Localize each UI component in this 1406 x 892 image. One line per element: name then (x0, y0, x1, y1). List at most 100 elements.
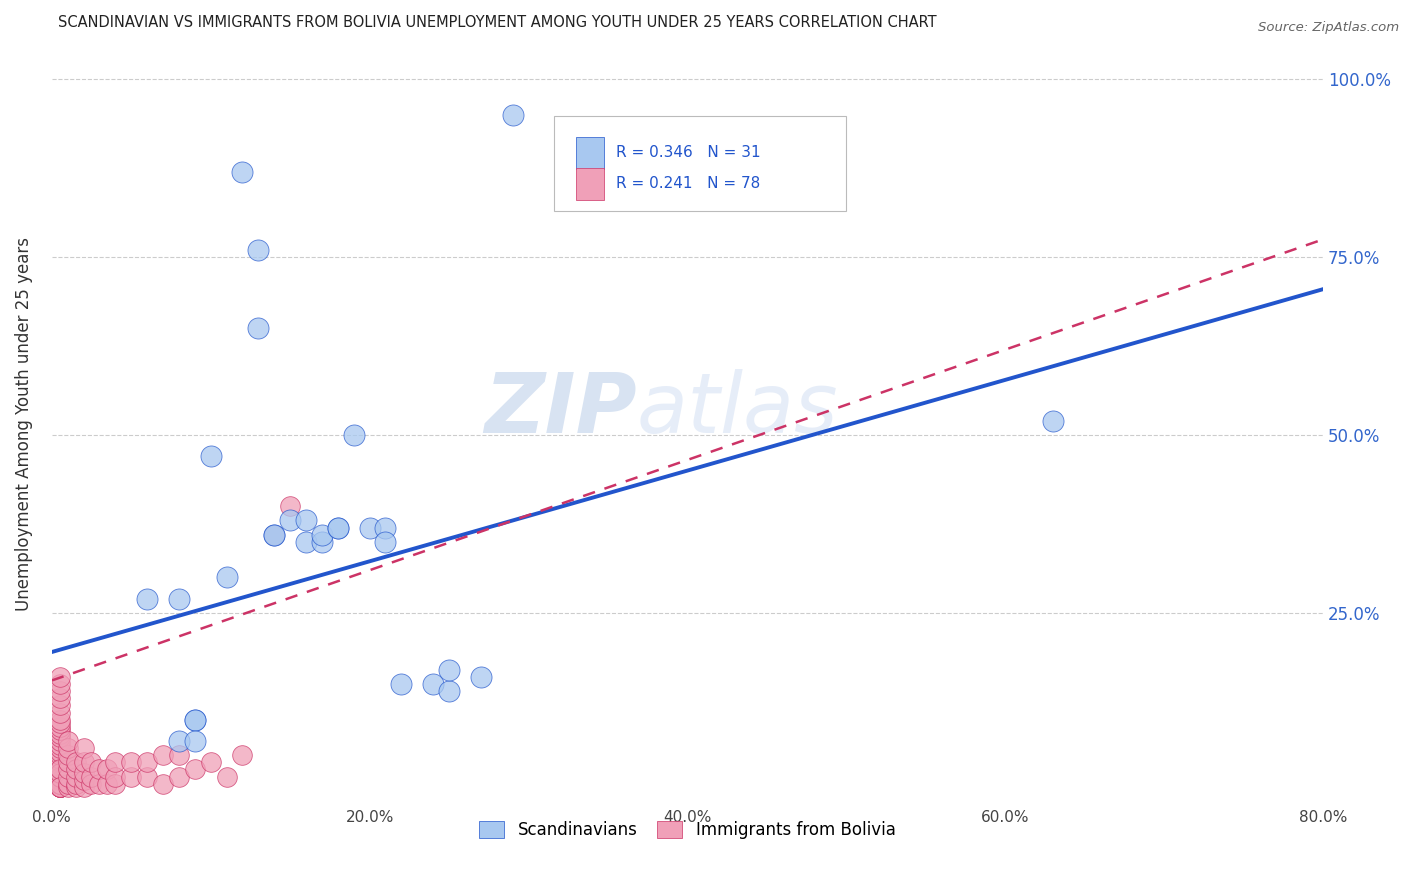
Point (72, 773, 94, 788)
Point (65, 756, 87, 770)
Point (104, 777, 127, 791)
FancyBboxPatch shape (554, 116, 846, 211)
Point (167, 734, 190, 748)
Point (263, 527, 285, 541)
Point (48, 731, 70, 745)
Point (89, 763, 111, 777)
Point (104, 770, 127, 784)
Point (72, 741, 94, 756)
Point (48, 763, 70, 777)
Point (247, 321, 270, 335)
Point (200, 756, 222, 770)
Point (48, 756, 70, 770)
Text: R = 0.241   N = 78: R = 0.241 N = 78 (616, 177, 761, 191)
Point (48, 670, 70, 684)
Point (215, 770, 238, 784)
Point (48, 713, 70, 727)
Point (184, 734, 207, 748)
Point (1042, 414, 1064, 428)
Point (167, 770, 190, 784)
Point (65, 770, 87, 784)
Point (184, 713, 207, 727)
Point (247, 243, 270, 257)
Point (231, 748, 253, 763)
Point (48, 738, 70, 752)
Point (72, 780, 94, 795)
Bar (575, 168, 603, 200)
Point (167, 591, 190, 606)
Point (263, 527, 285, 541)
Point (80, 777, 103, 791)
Point (65, 777, 87, 791)
Point (231, 165, 253, 179)
Point (48, 734, 70, 748)
Point (56, 777, 79, 791)
Text: R = 0.346   N = 31: R = 0.346 N = 31 (616, 145, 761, 160)
Point (48, 777, 70, 791)
Point (48, 752, 70, 766)
Point (48, 773, 70, 788)
Point (184, 713, 207, 727)
Point (136, 591, 159, 606)
Point (48, 691, 70, 706)
Point (136, 756, 159, 770)
Point (48, 716, 70, 731)
Point (48, 777, 70, 791)
Point (152, 777, 174, 791)
Point (359, 520, 381, 534)
Point (311, 527, 333, 541)
Point (48, 780, 70, 795)
Point (56, 748, 79, 763)
Point (437, 684, 460, 698)
Point (48, 677, 70, 691)
Point (96, 763, 118, 777)
Point (422, 677, 444, 691)
Point (48, 780, 70, 795)
Point (326, 520, 349, 534)
Point (167, 748, 190, 763)
Point (48, 770, 70, 784)
Point (48, 770, 70, 784)
Point (56, 741, 79, 756)
Point (80, 770, 103, 784)
Point (278, 499, 301, 513)
Point (311, 534, 333, 549)
Point (278, 513, 301, 527)
Point (104, 756, 127, 770)
Point (374, 520, 396, 534)
Point (48, 741, 70, 756)
Point (48, 780, 70, 795)
Point (215, 570, 238, 584)
Point (48, 748, 70, 763)
Point (120, 770, 142, 784)
Point (343, 428, 366, 442)
Point (65, 780, 87, 795)
Point (48, 706, 70, 720)
Point (184, 763, 207, 777)
Point (48, 780, 70, 795)
Point (48, 777, 70, 791)
Point (48, 745, 70, 759)
Point (48, 720, 70, 734)
Point (48, 763, 70, 777)
Point (72, 756, 94, 770)
Point (200, 450, 222, 464)
Point (56, 770, 79, 784)
Bar (575, 136, 603, 169)
Point (48, 723, 70, 738)
Point (502, 108, 524, 122)
Point (48, 766, 70, 780)
Point (56, 780, 79, 795)
Point (48, 727, 70, 741)
Point (89, 777, 111, 791)
Point (48, 777, 70, 791)
Point (48, 780, 70, 795)
Point (48, 698, 70, 713)
Point (56, 763, 79, 777)
Point (374, 534, 396, 549)
Point (96, 777, 118, 791)
Point (326, 520, 349, 534)
Point (48, 780, 70, 795)
Point (80, 756, 103, 770)
Point (295, 513, 318, 527)
